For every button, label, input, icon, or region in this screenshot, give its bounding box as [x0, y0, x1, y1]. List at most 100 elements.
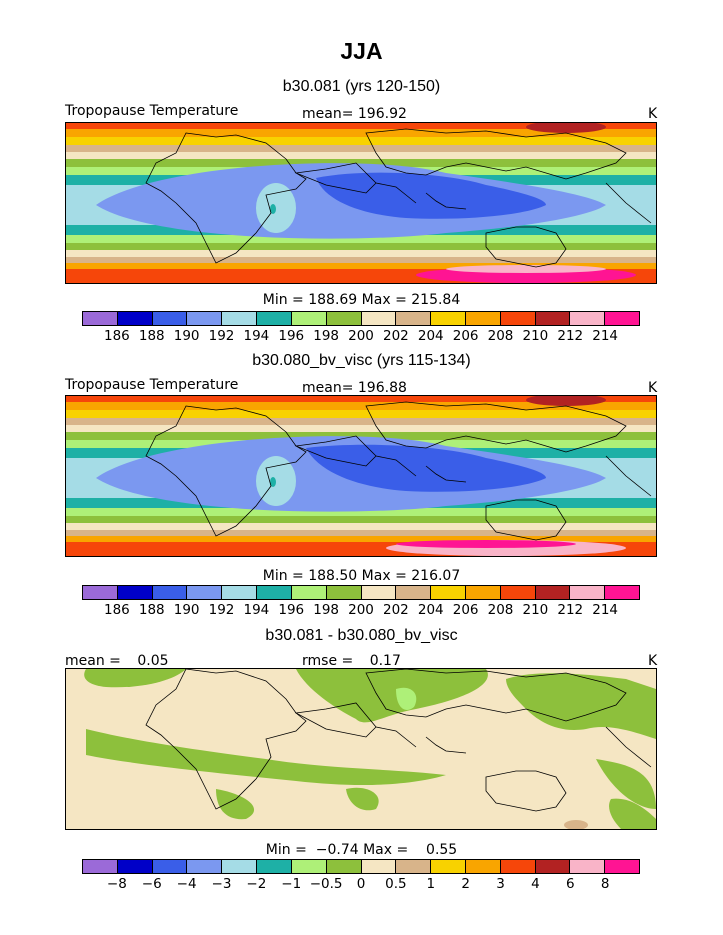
colorbar-swatch [500, 860, 536, 873]
colorbar-tick-label: 204 [417, 602, 444, 618]
colorbar-swatch [117, 312, 153, 325]
colorbar-swatch [500, 312, 536, 325]
colorbar-tick-label: 202 [382, 328, 409, 344]
figure-title: JJA [340, 38, 383, 64]
colorbar-swatch [152, 586, 188, 599]
colorbar-tick-label: 3 [496, 876, 505, 892]
colorbar-tick-label: 6 [565, 876, 575, 892]
colorbar-tick-label: 186 [103, 328, 130, 344]
colorbar-tick-label: 190 [173, 602, 200, 618]
panel-3-min-value: −0.74 [315, 842, 359, 858]
colorbar-tick-label: 188 [138, 328, 165, 344]
colorbar-swatch [83, 586, 118, 599]
panel-1-max-value: 215.84 [411, 292, 461, 308]
colorbar-tick-label: 210 [522, 602, 549, 618]
colorbar-swatch [500, 586, 536, 599]
panel-3-max-label: Max = [363, 842, 409, 858]
colorbar-tick-label: 1 [426, 876, 436, 892]
colorbar-tick-label: 214 [592, 328, 619, 344]
panel-2-min-label: Min = [262, 568, 304, 584]
colorbar-tick-label: 200 [348, 602, 374, 618]
panel-1-minmax: Min = 188.69 Max = 215.84 [0, 292, 723, 308]
colorbar-swatch [257, 860, 292, 873]
colorbar-swatch [83, 312, 118, 325]
panel-1-min-label: Min = [262, 292, 304, 308]
panel-2-title: b30.080_bv_visc (yrs 115-134) [252, 352, 471, 369]
colorbar-tick-label: 194 [243, 328, 270, 344]
colorbar-tick-label: −1 [281, 876, 302, 892]
panel-2-minmax: Min = 188.50 Max = 216.07 [0, 568, 723, 584]
colorbar-tick-label: −8 [106, 876, 127, 892]
colorbar-swatch [117, 860, 153, 873]
colorbar-swatch [605, 586, 639, 599]
colorbar-swatch [187, 312, 223, 325]
panel-1-mean-value: 196.92 [357, 106, 407, 122]
colorbar-tick-label: −0.5 [309, 876, 343, 892]
colorbar-swatch [605, 312, 639, 325]
colorbar-tick-label: 2 [461, 876, 470, 892]
panel-1-units: K [648, 106, 658, 122]
colorbar-tick-label: 192 [208, 328, 235, 344]
colorbar-tick-label: 0 [356, 876, 366, 892]
colorbar-swatch [257, 586, 292, 599]
colorbar-swatch [431, 586, 466, 599]
panel-2-units: K [648, 380, 658, 396]
panel-1-mean: mean= 196.92 [302, 106, 407, 122]
panel-2-map [65, 395, 657, 557]
colorbar-swatch [465, 860, 501, 873]
colorbar-tick-label: 198 [313, 602, 340, 618]
colorbar-swatch [431, 860, 466, 873]
colorbar-tick-label: 196 [278, 602, 305, 618]
panel-2-variable-label: Tropopause Temperature [65, 377, 239, 393]
colorbar-swatch [535, 586, 571, 599]
colorbar-tick-label: 202 [382, 602, 409, 618]
panel-1-title: b30.081 (yrs 120-150) [282, 78, 441, 95]
colorbar-swatch [222, 312, 258, 325]
colorbar-tick-label: 196 [278, 328, 305, 344]
panel-3-title: b30.081 - b30.080_bv_visc [265, 627, 458, 644]
panel-3-rmse: rmse = 0.17 [302, 653, 401, 669]
colorbar-tick-label: 188 [138, 602, 165, 618]
panel-3-rmse-label: rmse = [302, 653, 354, 669]
colorbar-swatch [396, 586, 432, 599]
colorbar-tick-label: 200 [348, 328, 374, 344]
panel-3-max-value: 0.55 [426, 842, 458, 858]
colorbar-swatch [117, 586, 153, 599]
colorbar-swatch [222, 586, 258, 599]
colorbar-swatch [326, 586, 362, 599]
panel-1-min-value: 188.69 [308, 292, 358, 308]
colorbar-tick-label: 206 [452, 328, 479, 344]
panel-2-max-value: 216.07 [411, 568, 461, 584]
colorbar-swatch [396, 312, 432, 325]
colorbar-tick-label: 212 [557, 602, 584, 618]
colorbar-tick-label: 210 [522, 328, 549, 344]
colorbar-swatch [431, 312, 466, 325]
colorbar-tick-label: −2 [246, 876, 267, 892]
colorbar-swatch [152, 860, 188, 873]
panel-3-mean-label: mean = [65, 653, 121, 669]
colorbar-tick-label: 8 [600, 876, 610, 892]
panel-1-variable-label: Tropopause Temperature [65, 103, 239, 119]
panel-3-mean: mean = 0.05 [65, 653, 169, 669]
colorbar-swatch [465, 586, 501, 599]
colorbar-swatch [291, 312, 327, 325]
panel-3-map [65, 668, 657, 830]
colorbar-swatch [326, 860, 362, 873]
colorbar-tick-label: 186 [103, 602, 130, 618]
colorbar-tick-label: 4 [531, 876, 540, 892]
colorbar-swatch [257, 312, 292, 325]
colorbar-tick-label: 214 [592, 602, 619, 618]
colorbar-swatch [396, 860, 432, 873]
colorbar-swatch [222, 860, 258, 873]
colorbar-swatch [361, 860, 397, 873]
colorbar-tick-label: 190 [173, 328, 200, 344]
colorbar-tick-label: −3 [211, 876, 232, 892]
colorbar-tick-label: −6 [141, 876, 162, 892]
colorbar-tick-label: 204 [417, 328, 444, 344]
panel-3-mean-value: 0.05 [137, 653, 169, 669]
panel-2-min-value: 188.50 [308, 568, 358, 584]
panel-2-colorbar-ticks: 186 188 190 192 194 196 198 200 202 204 206 208 210 2… [82, 602, 640, 618]
colorbar-swatch [570, 312, 606, 325]
colorbar-tick-label: 198 [313, 328, 340, 344]
panel-3-colorbar [82, 859, 640, 874]
